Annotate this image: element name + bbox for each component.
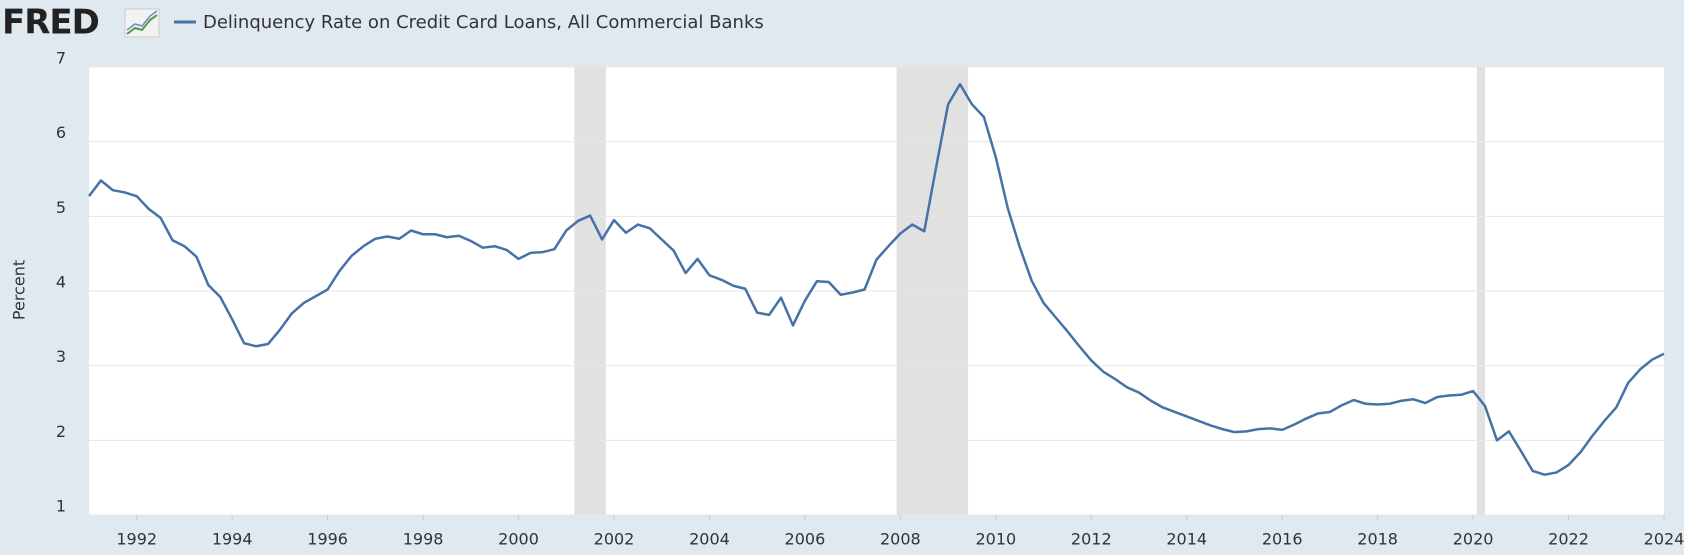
- y-tick-label: 7: [56, 49, 66, 68]
- y-tick-label: 4: [56, 273, 66, 292]
- x-tick-label: 2024: [1644, 530, 1684, 549]
- y-axis-label: Percent: [10, 260, 29, 320]
- x-tick-label: 2012: [1071, 530, 1112, 549]
- x-tick-label: 2004: [689, 530, 730, 549]
- x-tick-label: 2014: [1166, 530, 1207, 549]
- x-tick-label: 1998: [403, 530, 444, 549]
- x-tick-label: 1996: [307, 530, 348, 549]
- x-tick-label: 1994: [212, 530, 253, 549]
- y-tick-label: 5: [56, 198, 66, 217]
- x-tick-label: 1992: [116, 530, 157, 549]
- legend-label: Delinquency Rate on Credit Card Loans, A…: [203, 12, 764, 33]
- x-tick-label: 2022: [1548, 530, 1589, 549]
- series-line: [88, 82, 1665, 476]
- x-tick-label: 2016: [1262, 530, 1303, 549]
- x-tick-label: 2002: [594, 530, 635, 549]
- x-tick-label: 2008: [880, 530, 921, 549]
- x-tick-label: 2020: [1453, 530, 1494, 549]
- y-tick-label: 1: [56, 497, 66, 516]
- y-tick-label: 2: [56, 422, 66, 441]
- x-tick-label: 2010: [975, 530, 1016, 549]
- y-tick-label: 6: [56, 123, 66, 142]
- x-tick-label: 2006: [785, 530, 826, 549]
- x-tick-label: 2018: [1357, 530, 1398, 549]
- brand-logo: FRED: [2, 3, 99, 43]
- x-tick-label: 2000: [498, 530, 539, 549]
- logo-icon: [124, 8, 160, 38]
- y-tick-label: 3: [56, 347, 66, 366]
